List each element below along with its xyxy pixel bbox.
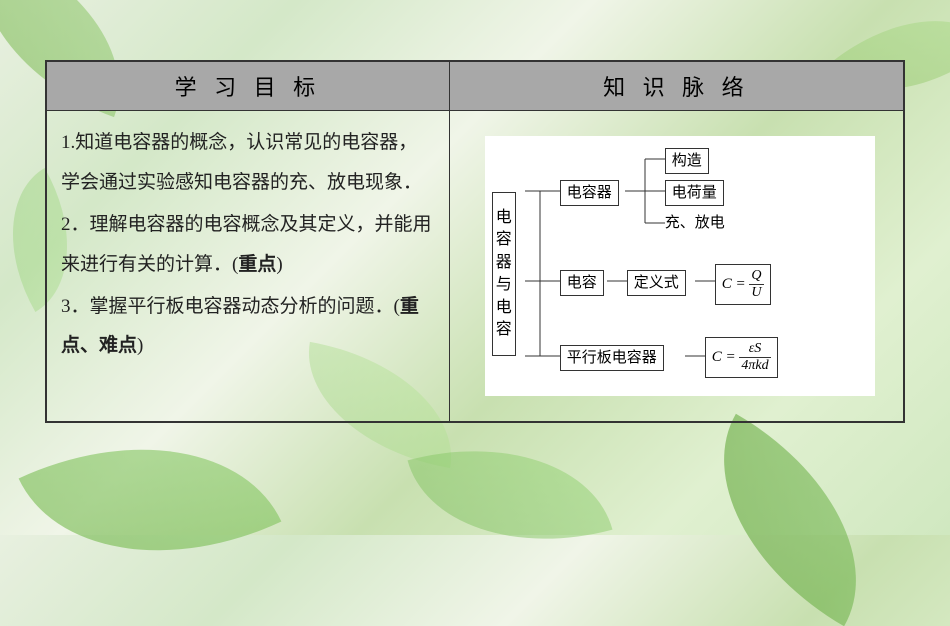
formula-capacitance: C = Q U [715,264,771,305]
objective-2: 2．理解电容器的电容概念及其定义，并能用来进行有关的计算．(重点) [61,205,435,285]
bg-leaf [671,414,909,626]
diagram-lines [485,136,875,396]
header-right: 知 识 脉 络 [449,62,903,111]
branch-capacitance: 电容 [560,270,604,296]
objective-1: 1.知道电容器的概念，认识常见的电容器，学会通过实验感知电容器的充、放电现象． [61,123,435,203]
objective-3: 3．掌握平行板电容器动态分析的问题．(重点、难点) [61,287,435,367]
learning-objectives: 1.知道电容器的概念，认识常见的电容器，学会通过实验感知电容器的充、放电现象． … [47,111,449,382]
sub-charge-discharge: 充、放电 [665,214,725,232]
main-table: 学 习 目 标 知 识 脉 络 1.知道电容器的概念，认识常见的电容器，学会通过… [45,60,905,423]
sub-structure: 构造 [665,148,709,174]
sub-definition: 定义式 [627,270,686,296]
sub-charge: 电荷量 [665,180,724,206]
branch-parallel-plate: 平行板电容器 [560,345,664,371]
formula-parallel-plate: C = εS 4πkd [705,337,778,378]
branch-capacitor-device: 电容器 [560,180,619,206]
header-left: 学 习 目 标 [47,62,450,111]
diagram-root: 电容器与电容 [492,192,516,356]
knowledge-diagram: 电容器与电容 电容器 构造 电荷量 充、放电 电容 定义式 C = Q U [450,111,903,421]
